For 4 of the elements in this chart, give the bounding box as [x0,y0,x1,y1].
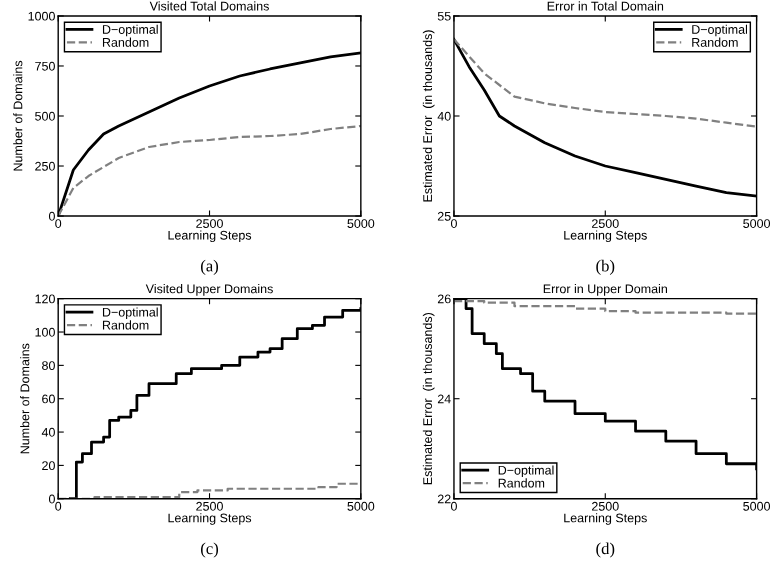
text: (a) [201,259,219,275]
text: (d) [596,542,615,558]
text: (b) [596,259,615,275]
text: (c) [201,542,219,558]
